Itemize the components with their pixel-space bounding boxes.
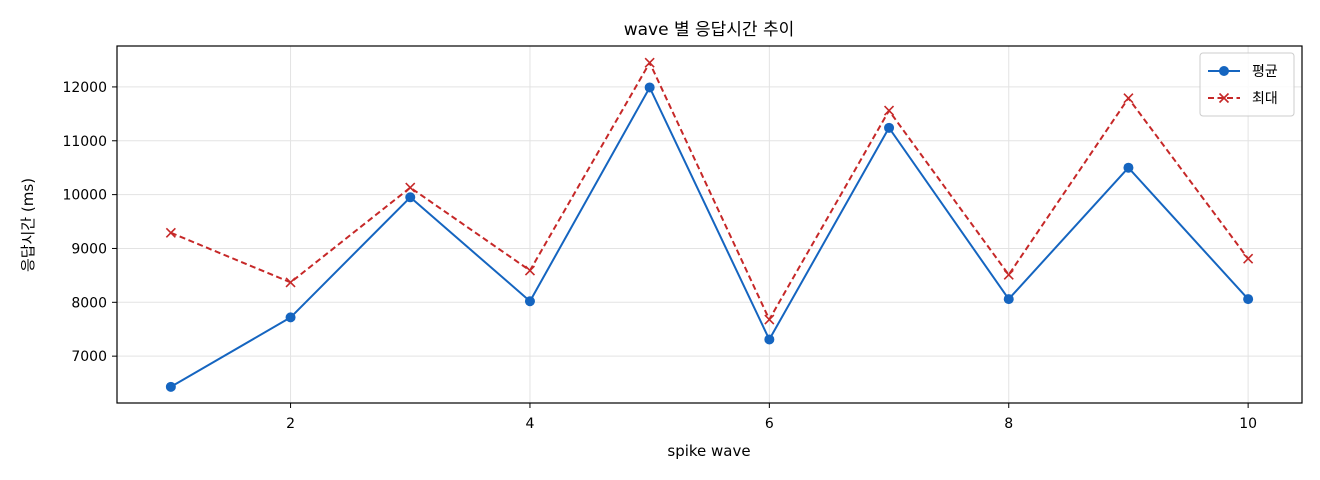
data-point <box>405 192 416 203</box>
legend-label: 최대 <box>1252 91 1278 107</box>
x-tick-label: 2 <box>286 416 295 432</box>
y-tick-label: 12000 <box>62 80 107 96</box>
data-point <box>1243 253 1254 264</box>
grid <box>117 46 1302 403</box>
y-axis-label: 응답시간 (ms) <box>19 178 37 272</box>
legend-label: 평균 <box>1252 64 1278 80</box>
series-1 <box>165 57 1254 325</box>
y-tick-label: 7000 <box>71 349 107 365</box>
x-tick-label: 8 <box>1004 416 1013 432</box>
data-point <box>165 227 176 238</box>
data-point <box>644 57 655 68</box>
data-point <box>764 334 775 345</box>
plot-frame <box>116 45 1303 404</box>
data-point <box>165 381 176 392</box>
x-tick-label: 4 <box>525 416 534 432</box>
series-layer <box>165 57 1254 392</box>
x-tick-label: 6 <box>765 416 774 432</box>
data-point <box>1123 162 1134 173</box>
series-line <box>170 61 1249 321</box>
x-axis-label: spike wave <box>667 442 750 460</box>
chart-title: wave 별 응답시간 추이 <box>624 20 795 40</box>
data-point <box>884 122 895 133</box>
data-point <box>405 182 416 193</box>
data-point <box>644 82 655 93</box>
legend-marker <box>1218 92 1230 104</box>
data-point <box>883 105 895 116</box>
x-axis: 2 4 6 8 10 <box>286 403 1257 432</box>
legend-item-1: 최대 <box>1208 91 1278 107</box>
y-tick-label: 10000 <box>62 188 107 204</box>
data-point <box>1123 93 1134 104</box>
y-tick-label: 8000 <box>71 295 107 311</box>
data-point <box>1003 294 1014 305</box>
legend-item-0: 평균 <box>1208 64 1278 80</box>
series-0 <box>165 82 1254 392</box>
data-point <box>1003 269 1014 280</box>
legend-box <box>1199 52 1295 117</box>
y-tick-label: 11000 <box>62 134 107 150</box>
y-axis: 7000 8000 9000 10000 11000 12000 <box>62 80 117 365</box>
data-point <box>1243 294 1254 305</box>
legend-marker <box>1219 66 1229 76</box>
series-line <box>170 86 1249 388</box>
data-point <box>285 312 296 323</box>
data-point <box>524 296 535 307</box>
data-point <box>764 314 775 325</box>
data-point <box>285 277 296 288</box>
x-tick-label: 10 <box>1239 416 1257 432</box>
data-point <box>524 265 536 276</box>
y-tick-label: 9000 <box>71 241 107 257</box>
